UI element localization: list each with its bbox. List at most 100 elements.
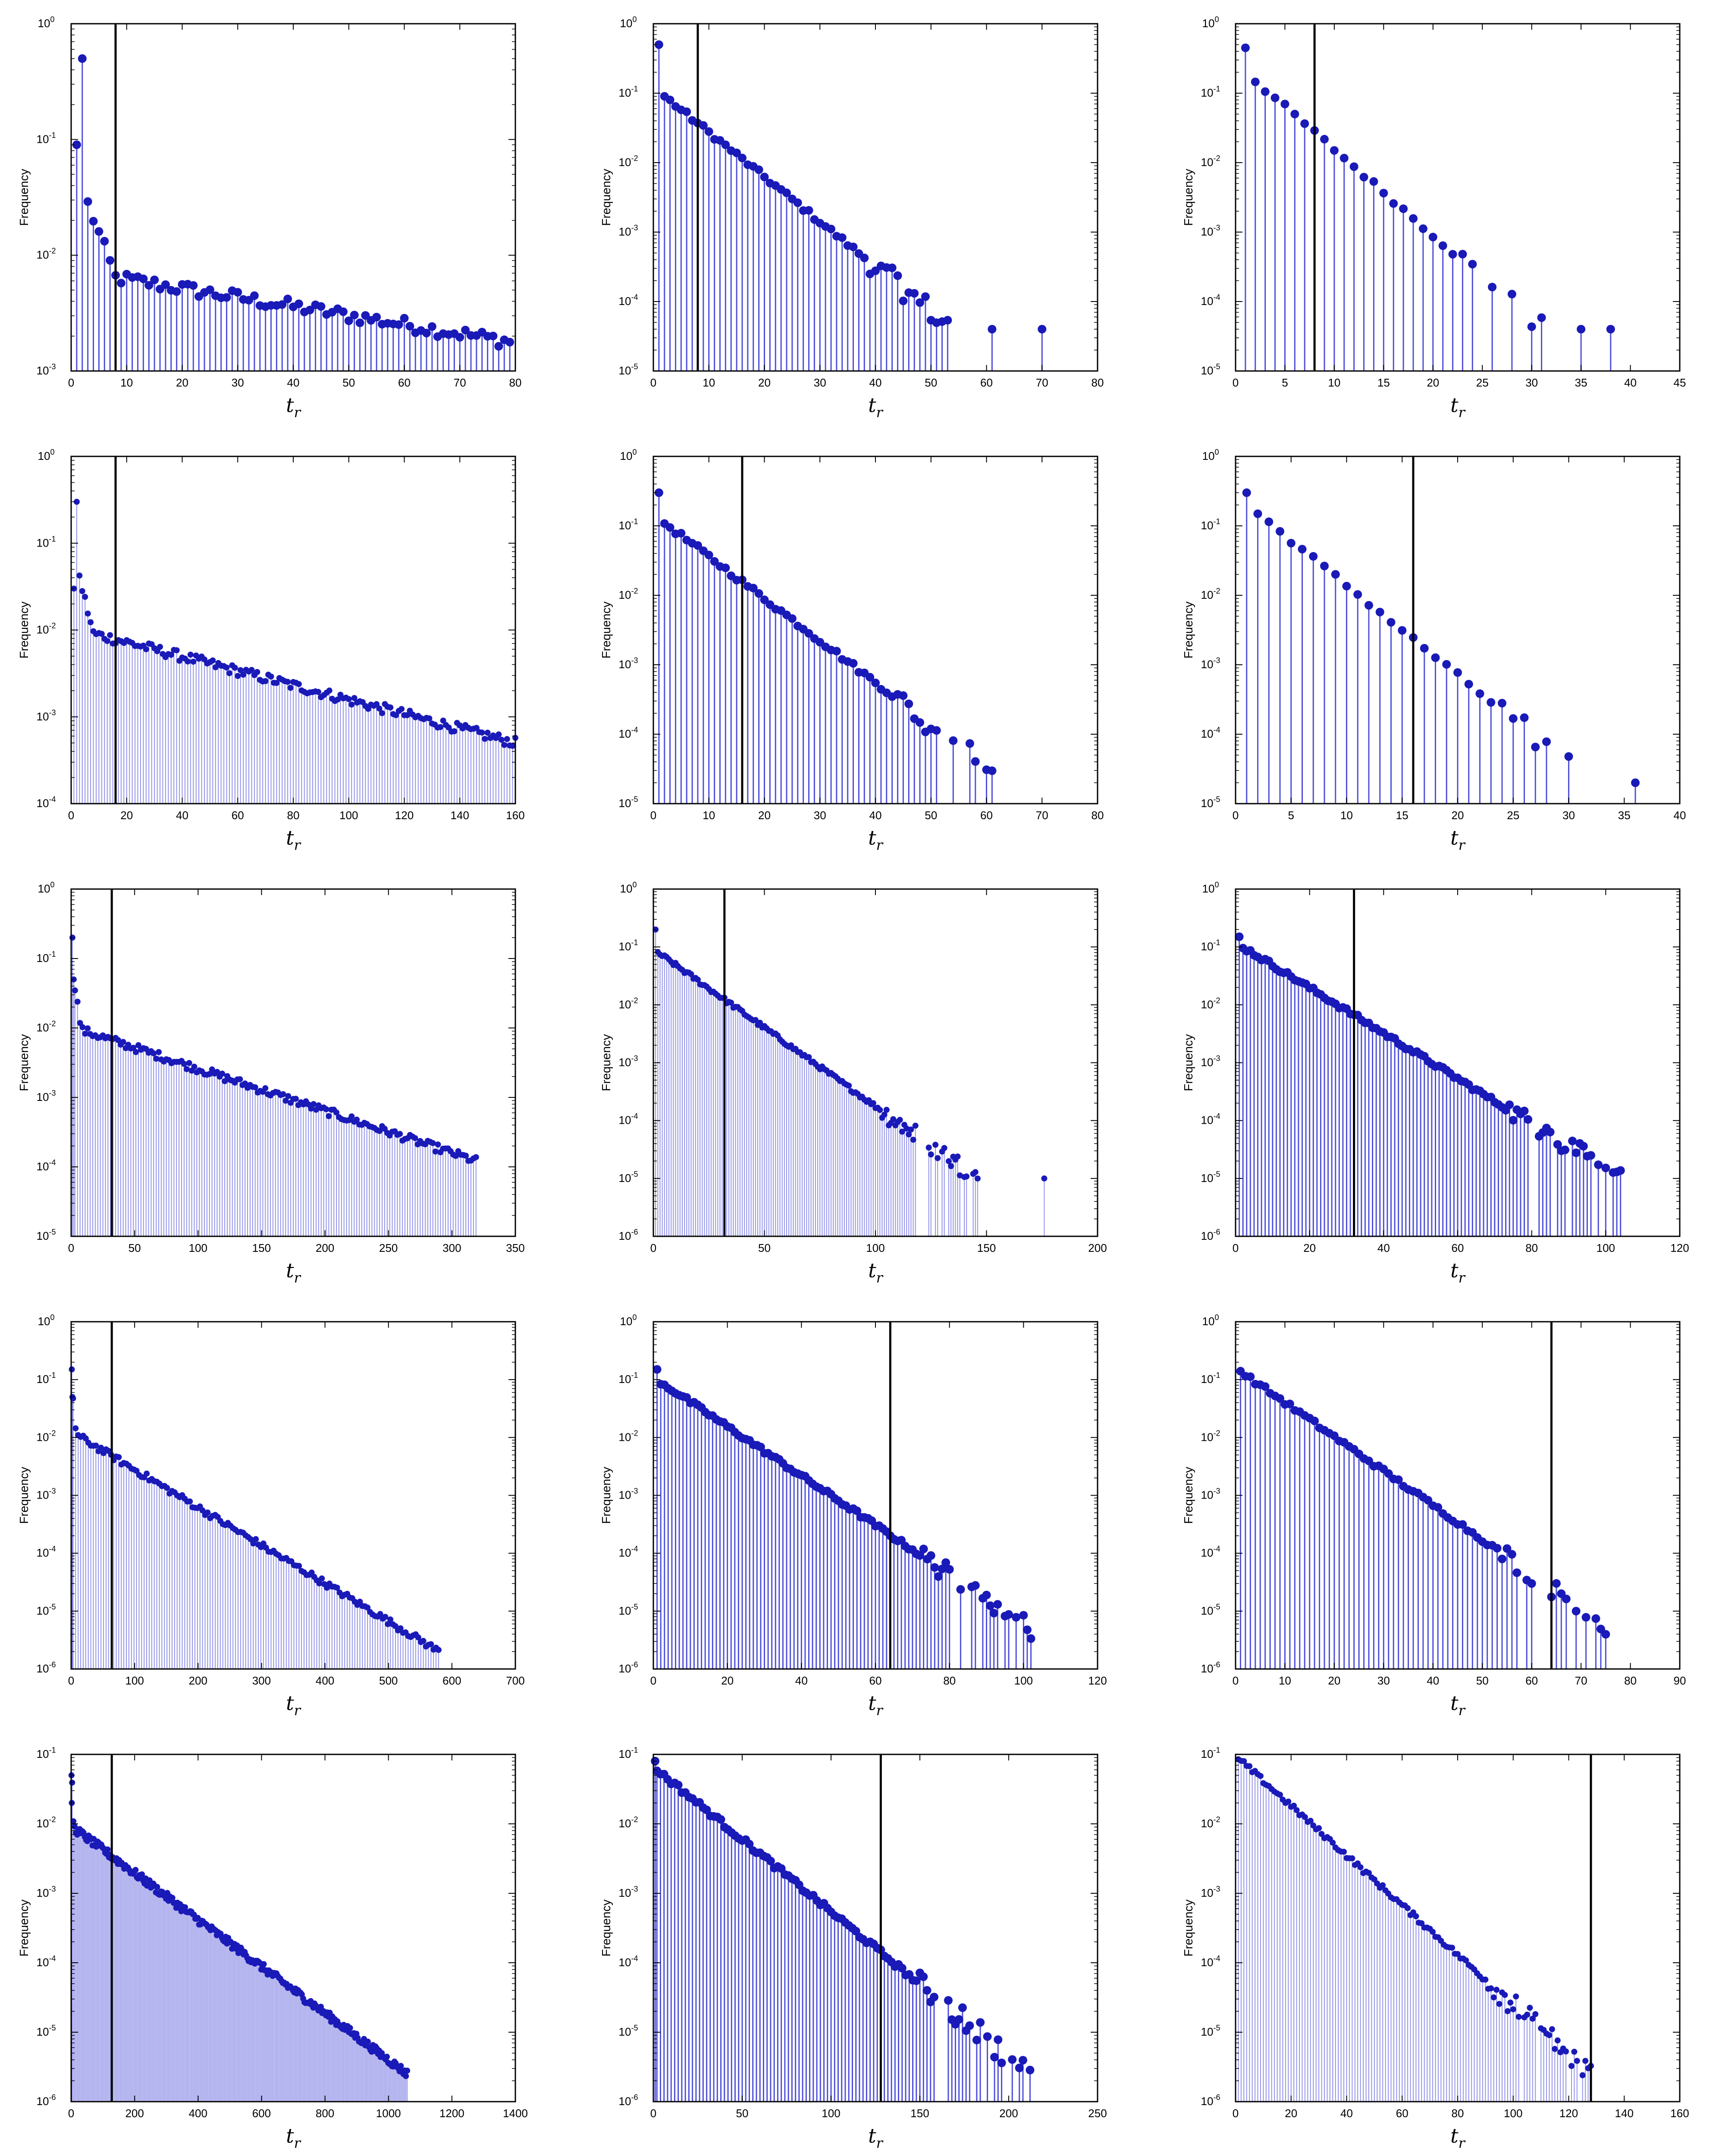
- x-tick-label: 80: [287, 809, 300, 822]
- data-point: [938, 1565, 947, 1574]
- data-point: [1291, 1802, 1297, 1809]
- data-point: [1246, 1372, 1255, 1381]
- data-point: [756, 1443, 765, 1452]
- data-point: [73, 499, 80, 505]
- markers-group: [652, 926, 1048, 1182]
- data-point: [72, 140, 81, 149]
- data-point: [1023, 1625, 1032, 1634]
- data-point: [1527, 1579, 1536, 1588]
- x-tick-label: 60: [980, 809, 993, 822]
- stems-group: [73, 502, 516, 804]
- data-point: [76, 572, 83, 579]
- data-point: [154, 1884, 160, 1890]
- data-point: [1277, 1791, 1283, 1798]
- data-point: [100, 237, 109, 246]
- y-tick-label: 10-5: [619, 1603, 638, 1617]
- data-point: [187, 1498, 193, 1505]
- y-tick-label: 10-6: [1201, 1660, 1220, 1675]
- data-point: [372, 313, 381, 322]
- data-point: [504, 736, 510, 742]
- data-point: [1357, 1864, 1364, 1870]
- data-point: [106, 256, 115, 265]
- data-point: [1253, 509, 1262, 518]
- data-point: [326, 687, 333, 694]
- data-point: [262, 678, 269, 684]
- data-point: [1601, 1630, 1610, 1639]
- data-point: [982, 1590, 991, 1600]
- y-tick-label: 10-5: [619, 2024, 638, 2038]
- data-point: [74, 999, 81, 1005]
- data-point: [79, 1024, 86, 1031]
- y-tick-label: 100: [620, 1313, 637, 1328]
- data-point: [910, 1137, 916, 1143]
- data-point: [954, 1153, 961, 1160]
- data-point: [1349, 162, 1358, 171]
- x-tick-label: 0: [68, 1674, 74, 1687]
- data-point: [1026, 1634, 1035, 1643]
- y-axis-label: Frequency: [17, 601, 31, 658]
- data-point: [1553, 1140, 1562, 1149]
- data-point: [78, 54, 87, 63]
- data-point: [1581, 1613, 1590, 1622]
- data-point: [1591, 1614, 1600, 1623]
- data-point: [677, 529, 686, 538]
- x-tick-label: 25: [1476, 376, 1489, 389]
- data-point: [139, 274, 148, 283]
- data-point: [206, 1071, 213, 1077]
- data-point: [932, 726, 941, 735]
- x-tick-label: 80: [1624, 1674, 1637, 1687]
- data-point: [1342, 581, 1351, 591]
- data-point: [1458, 250, 1467, 259]
- x-tick-label: 90: [1674, 1674, 1686, 1687]
- x-tick-label: 40: [1674, 809, 1686, 822]
- data-point: [150, 275, 159, 284]
- chart-panel-12: 0 10 20 30 40 50 60 70 80 90 10-6 10-5 10-4 10-3 10-2 1…: [1182, 1313, 1686, 1719]
- data-point: [397, 1625, 404, 1631]
- data-point: [849, 659, 858, 668]
- x-tick-label: 40: [1377, 1241, 1390, 1254]
- x-tick-label: 500: [379, 1674, 398, 1687]
- x-axis-label: tr: [1450, 1259, 1466, 1286]
- axes-frame: [70, 888, 516, 1237]
- y-axis-label: Frequency: [599, 1899, 613, 1956]
- data-point: [793, 198, 802, 207]
- data-point: [1242, 488, 1251, 497]
- y-tick-label: 100: [1202, 15, 1219, 30]
- data-point: [292, 1096, 299, 1102]
- data-point: [104, 638, 110, 644]
- data-point: [1341, 1848, 1347, 1855]
- data-point: [323, 1106, 329, 1113]
- data-point: [164, 1485, 170, 1491]
- data-point: [133, 1049, 139, 1055]
- data-point: [70, 1818, 77, 1825]
- data-point: [461, 326, 470, 335]
- axes-frame: [1235, 23, 1681, 372]
- data-point: [1520, 1106, 1529, 1116]
- data-point: [1026, 2065, 1035, 2074]
- x-tick-label: 100: [1014, 1674, 1033, 1687]
- data-point: [1235, 932, 1244, 941]
- data-point: [958, 2003, 967, 2012]
- data-point: [254, 669, 260, 675]
- y-tick-label: 10-1: [619, 85, 638, 99]
- data-point: [186, 1060, 192, 1066]
- y-tick-label: 10-2: [619, 154, 638, 169]
- data-point: [348, 1113, 355, 1120]
- y-tick-label: 10-3: [619, 656, 638, 671]
- data-point: [319, 1575, 325, 1582]
- data-point: [347, 2025, 353, 2031]
- stems-group: [72, 937, 477, 1236]
- data-point: [430, 1140, 436, 1146]
- data-point: [283, 294, 292, 303]
- data-point: [1251, 77, 1260, 86]
- data-point: [204, 1509, 211, 1516]
- data-point: [945, 1158, 952, 1164]
- x-tick-label: 70: [1575, 1674, 1587, 1687]
- data-point: [1503, 1544, 1512, 1553]
- data-point: [1505, 1100, 1514, 1109]
- y-tick-label: 10-4: [619, 293, 638, 308]
- x-tick-label: 50: [736, 2107, 749, 2120]
- y-tick-label: 10-4: [1201, 293, 1220, 308]
- x-tick-label: 0: [68, 376, 74, 389]
